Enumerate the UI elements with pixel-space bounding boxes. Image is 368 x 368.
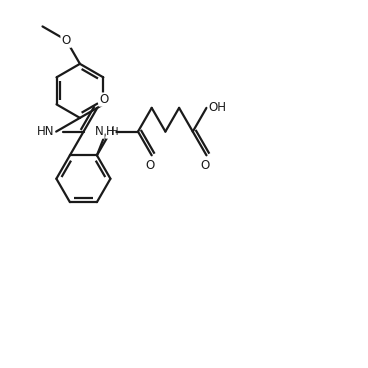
Text: HN: HN (37, 125, 54, 138)
Text: O: O (200, 159, 209, 172)
Text: O: O (61, 33, 71, 47)
Text: O: O (145, 159, 155, 172)
Text: N: N (95, 125, 104, 138)
Text: OH: OH (208, 101, 226, 114)
Text: H: H (106, 125, 115, 138)
Text: H: H (111, 127, 118, 137)
Text: O: O (99, 93, 108, 106)
